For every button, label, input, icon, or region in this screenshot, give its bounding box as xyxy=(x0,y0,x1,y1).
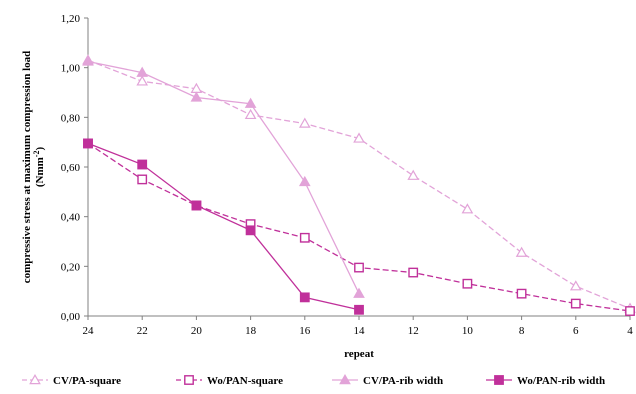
legend-label: CV/PA-square xyxy=(53,375,121,387)
data-point xyxy=(353,287,365,298)
legend-label: Wo/PAN-square xyxy=(207,375,283,387)
legend-item-2: Wo/PAN-square xyxy=(176,375,283,387)
series-layer xyxy=(82,54,636,316)
data-point xyxy=(136,75,149,86)
y-tick-label: 0,20 xyxy=(61,261,81,273)
y-axis-title-line1: compressive stress at maximum compressio… xyxy=(21,51,33,284)
data-point xyxy=(353,132,365,143)
data-point xyxy=(137,159,148,170)
y-tick-label: 0,00 xyxy=(61,311,81,323)
data-point xyxy=(462,278,473,289)
data-point xyxy=(569,280,582,291)
y-axis-unit-suffix: ) xyxy=(34,147,46,151)
legend-item-1: CV/PA-square xyxy=(22,373,121,387)
data-point xyxy=(82,55,94,66)
series-line xyxy=(87,60,360,294)
data-point xyxy=(83,138,93,149)
legend-marker xyxy=(339,373,351,385)
x-tick-label: 18 xyxy=(245,325,257,337)
x-tick-label: 6 xyxy=(573,325,579,337)
x-tick-label: 8 xyxy=(519,325,525,337)
series-line xyxy=(87,142,360,311)
y-axis-unit-prefix: (Nmm xyxy=(34,157,46,187)
legend-label: CV/PA-rib width xyxy=(363,375,443,387)
legend-marker xyxy=(29,373,41,385)
legend-label: Wo/PAN-rib width xyxy=(517,375,605,387)
y-tick-label: 1,20 xyxy=(61,13,81,25)
series-3 xyxy=(82,55,365,298)
x-tick-label: 14 xyxy=(354,325,366,337)
legend-item-4: Wo/PAN-rib width xyxy=(486,375,605,387)
data-point xyxy=(515,246,528,257)
legend-marker xyxy=(184,375,194,385)
legend-item-3: CV/PA-rib width xyxy=(332,373,443,387)
y-axis-title-line2: (Nmm-2) xyxy=(32,147,46,188)
x-tick-label: 22 xyxy=(137,325,148,337)
data-point xyxy=(570,298,581,309)
data-point xyxy=(244,97,257,108)
data-point xyxy=(354,304,364,315)
data-point xyxy=(298,175,311,187)
series-1 xyxy=(82,54,636,313)
data-point xyxy=(136,66,149,77)
data-point xyxy=(516,288,527,299)
data-point xyxy=(354,262,364,273)
legend-marker xyxy=(494,375,504,385)
y-ticks: 0,00 0,20 0,40 0,60 0,80 1,00 1,20 xyxy=(61,13,88,323)
x-tick-label: 24 xyxy=(83,325,95,337)
y-tick-label: 0,80 xyxy=(61,112,81,124)
data-point xyxy=(407,169,420,180)
legend: CV/PA-square Wo/PAN-square CV/PA-rib width… xyxy=(22,373,605,387)
x-axis-title: repeat xyxy=(344,348,374,360)
data-point xyxy=(137,174,148,185)
data-point xyxy=(299,232,310,243)
x-tick-label: 16 xyxy=(299,325,311,337)
x-tick-label: 4 xyxy=(627,325,633,337)
data-point xyxy=(298,117,311,128)
x-ticks: 24 22 20 18 16 14 12 10 8 6 4 xyxy=(83,316,633,337)
data-point xyxy=(625,306,635,316)
data-point xyxy=(245,225,256,236)
data-point xyxy=(299,292,310,303)
y-tick-label: 1,00 xyxy=(61,63,81,75)
data-point xyxy=(190,91,203,102)
x-tick-label: 10 xyxy=(462,325,474,337)
x-tick-label: 20 xyxy=(191,325,203,337)
x-tick-label: 12 xyxy=(408,325,419,337)
data-point xyxy=(461,203,474,214)
y-axis-title: compressive stress at maximum compressio… xyxy=(21,51,46,284)
y-tick-label: 0,40 xyxy=(61,212,81,224)
data-point xyxy=(244,108,257,120)
data-point xyxy=(191,200,202,211)
series-4 xyxy=(83,138,364,315)
series-line xyxy=(87,142,631,312)
y-tick-label: 0,60 xyxy=(61,162,81,174)
data-point xyxy=(408,267,419,278)
y-axis-unit-sup: -2 xyxy=(32,151,41,158)
